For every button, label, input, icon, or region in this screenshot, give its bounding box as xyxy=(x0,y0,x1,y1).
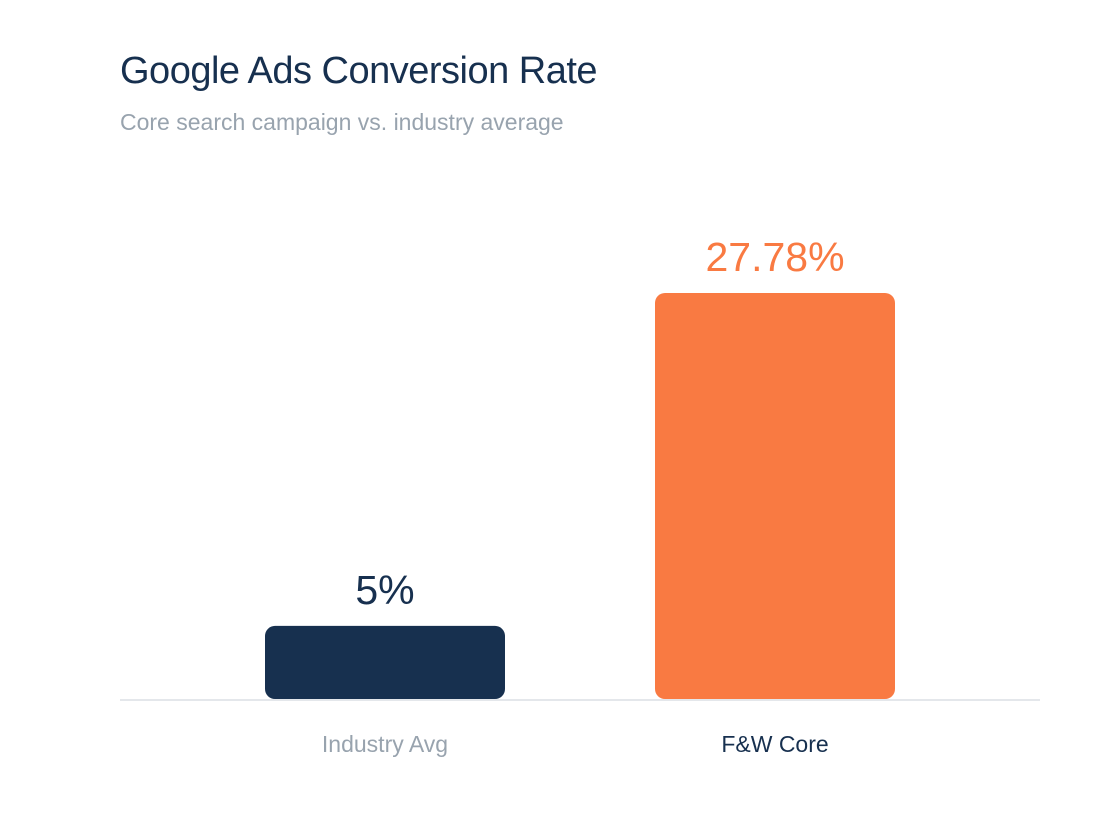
bar-value-label-1: 27.78% xyxy=(705,234,844,280)
category-label-0: Industry Avg xyxy=(322,731,448,757)
bar-1 xyxy=(655,293,895,699)
chart-subtitle: Core search campaign vs. industry averag… xyxy=(120,109,564,135)
chart-title: Google Ads Conversion Rate xyxy=(120,50,598,92)
bar-0 xyxy=(265,625,505,699)
bar-value-label-0: 5% xyxy=(355,567,414,613)
category-label-1: F&W Core xyxy=(721,731,828,757)
